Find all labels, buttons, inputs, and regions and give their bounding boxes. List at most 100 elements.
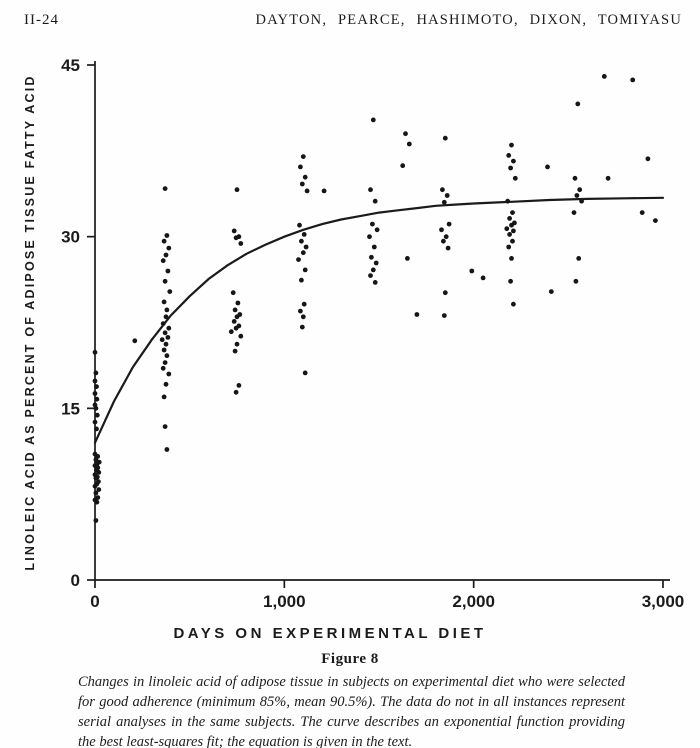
data-point [161, 238, 167, 244]
data-point [439, 227, 444, 233]
data-point [96, 479, 101, 484]
data-point [508, 278, 513, 284]
x-tick-label: 1,000 [263, 592, 306, 611]
data-point [300, 250, 306, 256]
data-point [166, 245, 172, 251]
data-point [601, 74, 607, 79]
data-point [630, 77, 636, 83]
data-point [160, 321, 166, 326]
data-point [93, 518, 99, 523]
x-tick-label: 0 [90, 592, 99, 611]
data-point [299, 181, 305, 187]
x-tick-label: 2,000 [452, 592, 495, 611]
data-point [167, 289, 173, 294]
data-point [298, 308, 303, 314]
y-tick-label: 0 [71, 571, 80, 590]
data-point [579, 198, 584, 204]
data-point [442, 290, 448, 296]
data-point [507, 216, 512, 221]
data-point [645, 156, 651, 162]
data-point [297, 222, 302, 228]
data-point [301, 232, 307, 237]
data-point [300, 154, 306, 159]
data-point [232, 307, 238, 313]
data-point [132, 338, 138, 344]
data-point [299, 324, 305, 330]
data-point [510, 238, 515, 244]
data-point [166, 325, 172, 331]
data-point [94, 384, 99, 389]
data-point [443, 234, 449, 240]
data-point [299, 238, 304, 244]
data-point [238, 241, 244, 246]
data-point [299, 277, 304, 283]
data-point [162, 360, 168, 365]
page-number: II-24 [24, 12, 59, 28]
page-header: II-24 DAYTON, PEARCE, HASHIMOTO, DIXON, … [24, 12, 682, 29]
data-point [228, 329, 234, 335]
data-point [162, 330, 168, 336]
data-point [414, 312, 420, 317]
data-point [321, 188, 327, 194]
data-point [370, 221, 375, 227]
scatter-chart: 0 15 30 45 0 1,000 2,000 3,000 LINOLEIC ACID AS … [23, 56, 684, 642]
data-point [367, 234, 372, 240]
data-point [373, 260, 379, 266]
data-point [232, 348, 238, 354]
data-point [653, 218, 658, 224]
data-point [605, 175, 611, 181]
data-point [159, 337, 165, 343]
data-point [374, 227, 380, 233]
data-point [92, 349, 98, 355]
data-point [93, 370, 99, 376]
data-point [370, 267, 376, 273]
data-point [369, 254, 374, 260]
data-point [469, 268, 475, 274]
data-point [92, 378, 98, 384]
data-point [403, 131, 408, 137]
data-point [296, 257, 301, 262]
data-point [368, 273, 373, 278]
figure-caption: Changes in linoleic acid of adipose tiss… [78, 674, 625, 748]
data-point [234, 314, 240, 320]
data-point [233, 325, 239, 331]
data-point [445, 245, 451, 251]
data-point [164, 307, 170, 313]
data-point [94, 499, 100, 505]
data-point [164, 447, 170, 452]
data-point [548, 289, 554, 294]
data-point [574, 193, 580, 198]
data-point [233, 389, 239, 395]
data-point [572, 175, 578, 181]
data-point [304, 188, 310, 194]
data-point [230, 290, 236, 296]
data-point [238, 333, 244, 339]
data-point [301, 301, 307, 307]
data-point [160, 258, 166, 264]
data-point [442, 135, 448, 141]
axes [94, 61, 670, 581]
data-point [165, 335, 171, 340]
data-point [236, 383, 242, 388]
data-point [302, 174, 308, 180]
data-point [440, 187, 445, 193]
data-point [441, 238, 446, 244]
data-point [160, 365, 166, 371]
data-point [93, 490, 99, 496]
data-point [506, 244, 512, 250]
y-tick-label: 15 [61, 399, 80, 418]
data-point [161, 299, 167, 305]
data-point [94, 426, 99, 432]
figure-number: Figure 8 [321, 651, 379, 667]
data-point [163, 381, 169, 387]
data-point [370, 117, 376, 123]
data-point [508, 165, 513, 171]
data-point [163, 341, 169, 347]
data-point [166, 371, 172, 377]
data-point [302, 370, 308, 376]
data-point [511, 301, 516, 307]
data-point [512, 175, 518, 181]
data-point [509, 222, 514, 228]
y-axis-title: LINOLEIC ACID AS PERCENT OF ADIPOSE TISS… [23, 74, 37, 570]
data-point [234, 341, 240, 347]
